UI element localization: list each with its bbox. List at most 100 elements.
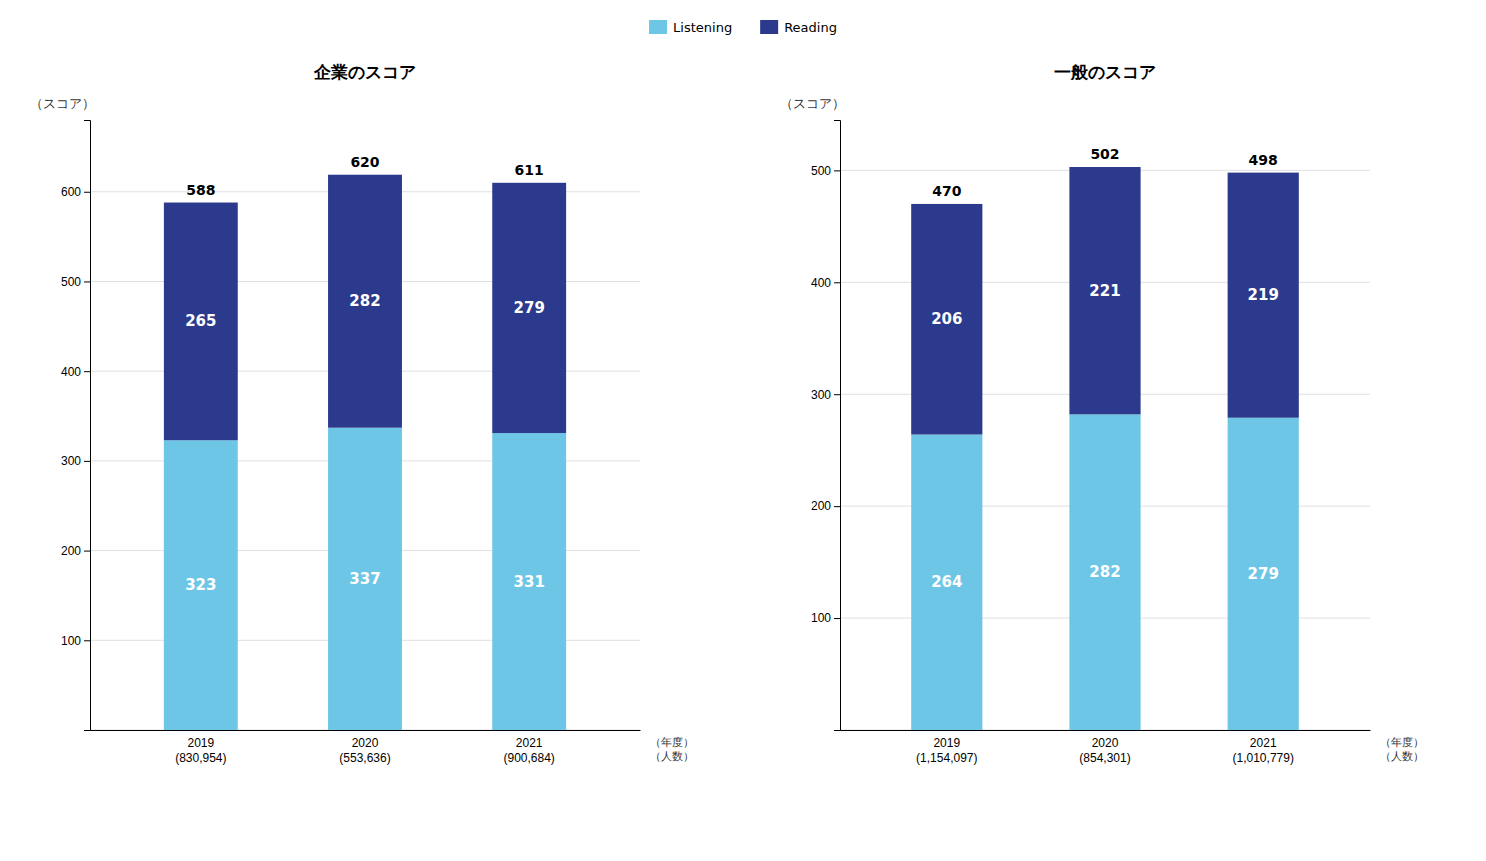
y-tick: 600	[61, 185, 90, 199]
y-tick-label: 300	[61, 454, 81, 468]
bar-segment	[1069, 167, 1140, 414]
bar-segment	[1069, 414, 1140, 730]
y-tick	[84, 730, 90, 731]
y-tick-mark	[84, 730, 90, 731]
y-tick: 500	[811, 164, 840, 178]
y-tick-label: 600	[61, 185, 81, 199]
bar-segment	[911, 435, 982, 730]
data-label: 279	[1248, 565, 1279, 583]
y-tick-label: 100	[811, 611, 831, 625]
y-tick-label: 100	[61, 634, 81, 648]
x-tick-label: 2019(830,954)	[175, 736, 226, 766]
x-tick-label: 2020(553,636)	[339, 736, 390, 766]
legend: Listening Reading	[649, 20, 837, 35]
y-axis-title: （スコア）	[780, 96, 845, 111]
y-tick-label: 500	[61, 275, 81, 289]
data-label: 279	[514, 299, 545, 317]
chart-panel: 2642822792062212194705024981002003004005…	[780, 62, 1424, 765]
x-tick: 2019(830,954)	[175, 736, 226, 766]
y-tick-label: 400	[61, 365, 81, 379]
total-label: 588	[186, 182, 215, 198]
data-label: 282	[349, 292, 380, 310]
total-label: 611	[515, 162, 544, 178]
y-tick: 100	[811, 611, 840, 625]
y-tick-label: 200	[61, 544, 81, 558]
x-tick: 2021(1,010,779)	[1233, 736, 1294, 766]
y-tick: 300	[61, 454, 90, 468]
total-label: 498	[1249, 152, 1278, 168]
y-tick: 100	[61, 634, 90, 648]
data-label: 221	[1089, 282, 1120, 300]
bar-segment	[164, 440, 238, 730]
bar-segment	[328, 175, 402, 428]
y-tick-mark	[834, 170, 840, 171]
y-tick-label: 400	[811, 276, 831, 290]
y-tick: 200	[811, 499, 840, 513]
y-tick	[834, 730, 840, 731]
x-axis: 2019(1,154,097) 2020(854,301) 2021(1,010,7…	[841, 731, 1371, 766]
y-tick: 200	[61, 544, 90, 558]
chart-panel: 323 337 331 265 282 279 588 620 611 100 200 300 400 5…	[30, 62, 694, 765]
y-tick-mark	[84, 281, 90, 282]
data-label: 337	[349, 570, 380, 588]
data-labels: 323 337 331 265 282 279 588 620 611	[185, 154, 545, 594]
y-axis: 100200300400500	[811, 121, 841, 731]
y-tick-label: 500	[811, 164, 831, 178]
x-tick: 2020(854,301)	[1079, 736, 1130, 766]
bar-segment	[492, 433, 566, 730]
axis-annotation: （人数）	[1380, 750, 1424, 763]
x-axis: 2019(830,954) 2020(553,636) 2021(900,684)	[91, 731, 641, 766]
axis-annotation: （年度）	[650, 736, 694, 749]
legend-swatch	[760, 20, 778, 34]
bar-segment	[1228, 173, 1299, 418]
x-tick-label: 2019(1,154,097)	[916, 736, 977, 766]
x-axis-line	[841, 730, 1371, 731]
y-tick-mark	[834, 730, 840, 731]
legend-item: Reading	[760, 20, 837, 35]
data-label: 282	[1089, 563, 1120, 581]
y-tick-mark	[84, 640, 90, 641]
bars	[164, 175, 566, 730]
y-tick-mark	[84, 371, 90, 372]
data-label: 219	[1248, 286, 1279, 304]
x-tick-label: 2021(900,684)	[503, 736, 554, 766]
bar-segment	[164, 203, 238, 441]
chart-canvas: 323 337 331 265 282 279 588 620 611 100 200 300 400 5…	[0, 0, 1486, 861]
bar-segment	[492, 183, 566, 433]
data-label: 265	[185, 312, 216, 330]
legend-label: Reading	[784, 20, 837, 35]
total-label: 470	[932, 183, 961, 199]
axis-annotation: （人数）	[650, 750, 694, 763]
bars	[911, 167, 1299, 730]
y-tick-mark	[84, 461, 90, 462]
y-tick-mark	[834, 394, 840, 395]
total-label: 620	[350, 154, 379, 170]
legend-swatch	[649, 20, 667, 34]
axis-annotation: （年度）	[1380, 736, 1424, 749]
legend-label: Listening	[673, 20, 732, 35]
x-tick: 2020(553,636)	[339, 736, 390, 766]
legend-item: Listening	[649, 20, 732, 35]
x-tick: 2019(1,154,097)	[916, 736, 977, 766]
y-tick-mark	[834, 506, 840, 507]
bar-segment	[328, 428, 402, 730]
chart-title: 企業のスコア	[313, 62, 416, 82]
data-labels: 264282279206221219470502498	[931, 146, 1279, 591]
data-label: 331	[514, 573, 545, 591]
y-tick: 400	[811, 276, 840, 290]
chart-title: 一般のスコア	[1054, 62, 1156, 82]
y-axis-line	[834, 121, 841, 731]
bar-segment	[1228, 418, 1299, 730]
y-tick-mark	[84, 551, 90, 552]
data-label: 206	[931, 310, 962, 328]
y-tick-mark	[84, 192, 90, 193]
data-label: 264	[931, 573, 962, 591]
y-tick: 500	[61, 275, 90, 289]
y-tick: 400	[61, 365, 90, 379]
bar-segment	[911, 204, 982, 435]
data-label: 323	[185, 576, 216, 594]
x-axis-line	[91, 730, 641, 731]
x-tick-label: 2021(1,010,779)	[1233, 736, 1294, 766]
y-axis-line	[84, 121, 91, 731]
x-tick-label: 2020(854,301)	[1079, 736, 1130, 766]
